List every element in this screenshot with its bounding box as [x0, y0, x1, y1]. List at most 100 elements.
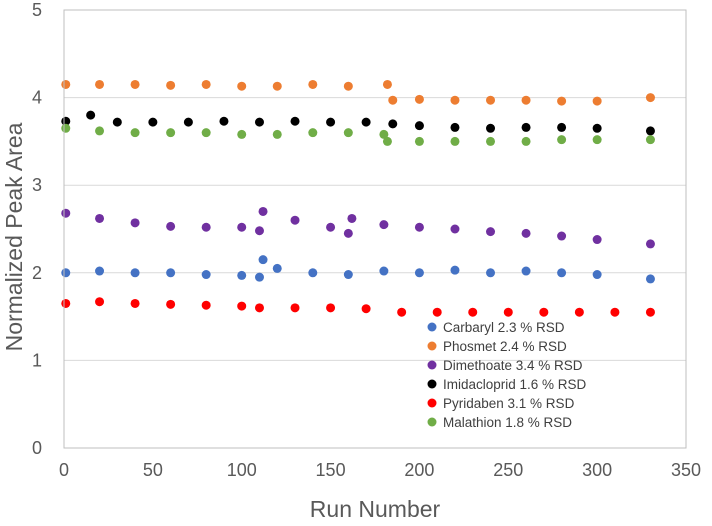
data-point — [290, 215, 300, 225]
data-point — [254, 272, 264, 282]
data-point — [521, 95, 531, 105]
legend-marker — [427, 322, 437, 332]
data-point — [486, 227, 496, 237]
data-point — [450, 224, 460, 234]
data-point — [201, 222, 211, 232]
data-point — [258, 206, 268, 216]
data-point — [272, 263, 282, 273]
data-point — [574, 307, 584, 317]
data-point — [237, 270, 247, 280]
data-point — [450, 136, 460, 146]
x-axis-title: Run Number — [310, 496, 441, 522]
x-tick-label: 200 — [404, 460, 434, 480]
y-tick-label: 2 — [32, 263, 42, 283]
x-tick-label: 50 — [143, 460, 163, 480]
data-point — [237, 129, 247, 139]
data-point — [166, 80, 176, 90]
data-point — [347, 213, 357, 223]
data-point — [61, 298, 71, 308]
data-point — [112, 117, 122, 127]
data-point — [414, 268, 424, 278]
data-point — [258, 255, 268, 265]
data-point — [592, 235, 602, 245]
data-point — [486, 95, 496, 105]
data-point — [326, 303, 336, 313]
data-point — [272, 81, 282, 91]
data-point — [486, 123, 496, 133]
data-point — [450, 265, 460, 275]
y-tick-label: 3 — [32, 175, 42, 195]
data-point — [61, 268, 71, 278]
data-point — [414, 136, 424, 146]
data-point — [645, 239, 655, 249]
data-point — [254, 117, 264, 127]
series — [61, 110, 655, 136]
x-tick-label: 300 — [582, 460, 612, 480]
data-point — [486, 268, 496, 278]
legend-label: Phosmet 2.4 % RSD — [443, 339, 567, 354]
data-point — [414, 94, 424, 104]
data-point — [521, 266, 531, 276]
legend: Carbaryl 2.3 % RSD Phosmet 2.4 % RSD Dimet… — [427, 320, 587, 430]
data-point — [166, 221, 176, 231]
data-point — [645, 126, 655, 136]
data-point — [388, 119, 398, 129]
data-point — [592, 96, 602, 106]
data-point — [290, 303, 300, 313]
legend-marker — [427, 417, 437, 427]
y-axis-ticks: 0 1 2 3 4 5 — [32, 0, 42, 458]
data-point — [272, 129, 282, 139]
data-point — [95, 213, 105, 223]
data-point — [95, 297, 105, 307]
legend-label: Pyridaben 3.1 % RSD — [443, 396, 575, 411]
data-point — [592, 270, 602, 280]
x-axis-ticks: 0 50 100 150 200 250 300 350 — [59, 460, 701, 480]
data-point — [61, 208, 71, 218]
data-point — [486, 136, 496, 146]
data-point — [237, 81, 247, 91]
data-point — [521, 136, 531, 146]
data-point — [645, 135, 655, 145]
data-point — [468, 307, 478, 317]
x-tick-label: 250 — [493, 460, 523, 480]
data-point — [521, 228, 531, 238]
y-tick-label: 4 — [32, 88, 42, 108]
data-point — [95, 266, 105, 276]
data-point — [557, 135, 567, 145]
y-tick-label: 0 — [32, 438, 42, 458]
x-tick-label: 150 — [316, 460, 346, 480]
plot-border — [63, 9, 687, 449]
data-point — [201, 79, 211, 89]
legend-label: Imidacloprid 1.6 % RSD — [443, 377, 587, 392]
data-point — [343, 81, 353, 91]
data-point — [86, 110, 96, 120]
data-point — [308, 128, 318, 138]
data-point — [237, 301, 247, 311]
x-tick-label: 350 — [671, 460, 701, 480]
y-tick-label: 5 — [32, 0, 42, 20]
data-point — [557, 122, 567, 132]
data-point — [343, 128, 353, 138]
data-point — [254, 303, 264, 313]
data-point — [539, 307, 549, 317]
data-point — [414, 222, 424, 232]
data-points — [61, 79, 655, 317]
data-point — [130, 268, 140, 278]
data-point — [397, 307, 407, 317]
data-point — [95, 79, 105, 89]
data-point — [326, 117, 336, 127]
data-point — [130, 128, 140, 138]
data-point — [61, 79, 71, 89]
data-point — [432, 307, 442, 317]
y-axis-title: Normalized Peak Area — [1, 122, 27, 351]
data-point — [361, 304, 371, 314]
plot-area-frame — [63, 9, 687, 449]
x-tick-label: 0 — [59, 460, 69, 480]
data-point — [201, 300, 211, 310]
data-point — [610, 307, 620, 317]
data-point — [148, 117, 158, 127]
data-point — [237, 222, 247, 232]
legend-marker — [427, 360, 437, 370]
